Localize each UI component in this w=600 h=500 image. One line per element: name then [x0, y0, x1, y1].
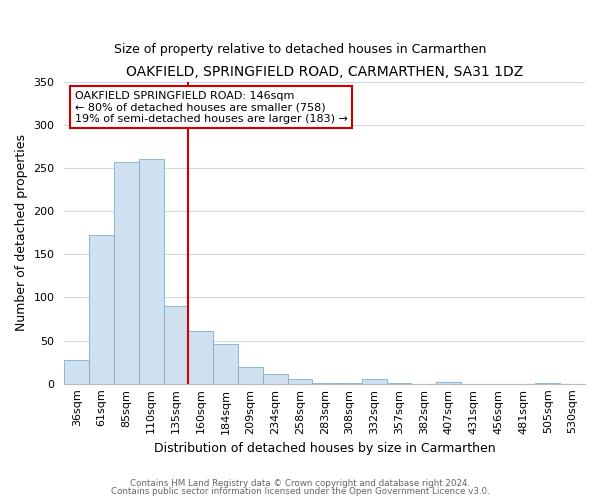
X-axis label: Distribution of detached houses by size in Carmarthen: Distribution of detached houses by size … [154, 442, 496, 455]
Text: Size of property relative to detached houses in Carmarthen: Size of property relative to detached ho… [114, 42, 486, 56]
Bar [436, 382, 461, 384]
Bar [386, 383, 412, 384]
Bar [89, 236, 114, 384]
Title: OAKFIELD, SPRINGFIELD ROAD, CARMARTHEN, SA31 1DZ: OAKFIELD, SPRINGFIELD ROAD, CARMARTHEN, … [126, 65, 523, 79]
Bar [164, 306, 188, 384]
Bar [64, 360, 89, 384]
Bar [114, 162, 139, 384]
Bar [213, 344, 238, 384]
Bar [362, 380, 386, 384]
Text: Contains public sector information licensed under the Open Government Licence v3: Contains public sector information licen… [110, 487, 490, 496]
Text: OAKFIELD SPRINGFIELD ROAD: 146sqm
← 80% of detached houses are smaller (758)
19%: OAKFIELD SPRINGFIELD ROAD: 146sqm ← 80% … [75, 90, 347, 124]
Text: Contains HM Land Registry data © Crown copyright and database right 2024.: Contains HM Land Registry data © Crown c… [130, 478, 470, 488]
Bar [337, 383, 362, 384]
Bar [263, 374, 287, 384]
Bar [287, 378, 313, 384]
Y-axis label: Number of detached properties: Number of detached properties [15, 134, 28, 331]
Bar [139, 160, 164, 384]
Bar [313, 383, 337, 384]
Bar [188, 331, 213, 384]
Bar [535, 383, 560, 384]
Bar [238, 366, 263, 384]
